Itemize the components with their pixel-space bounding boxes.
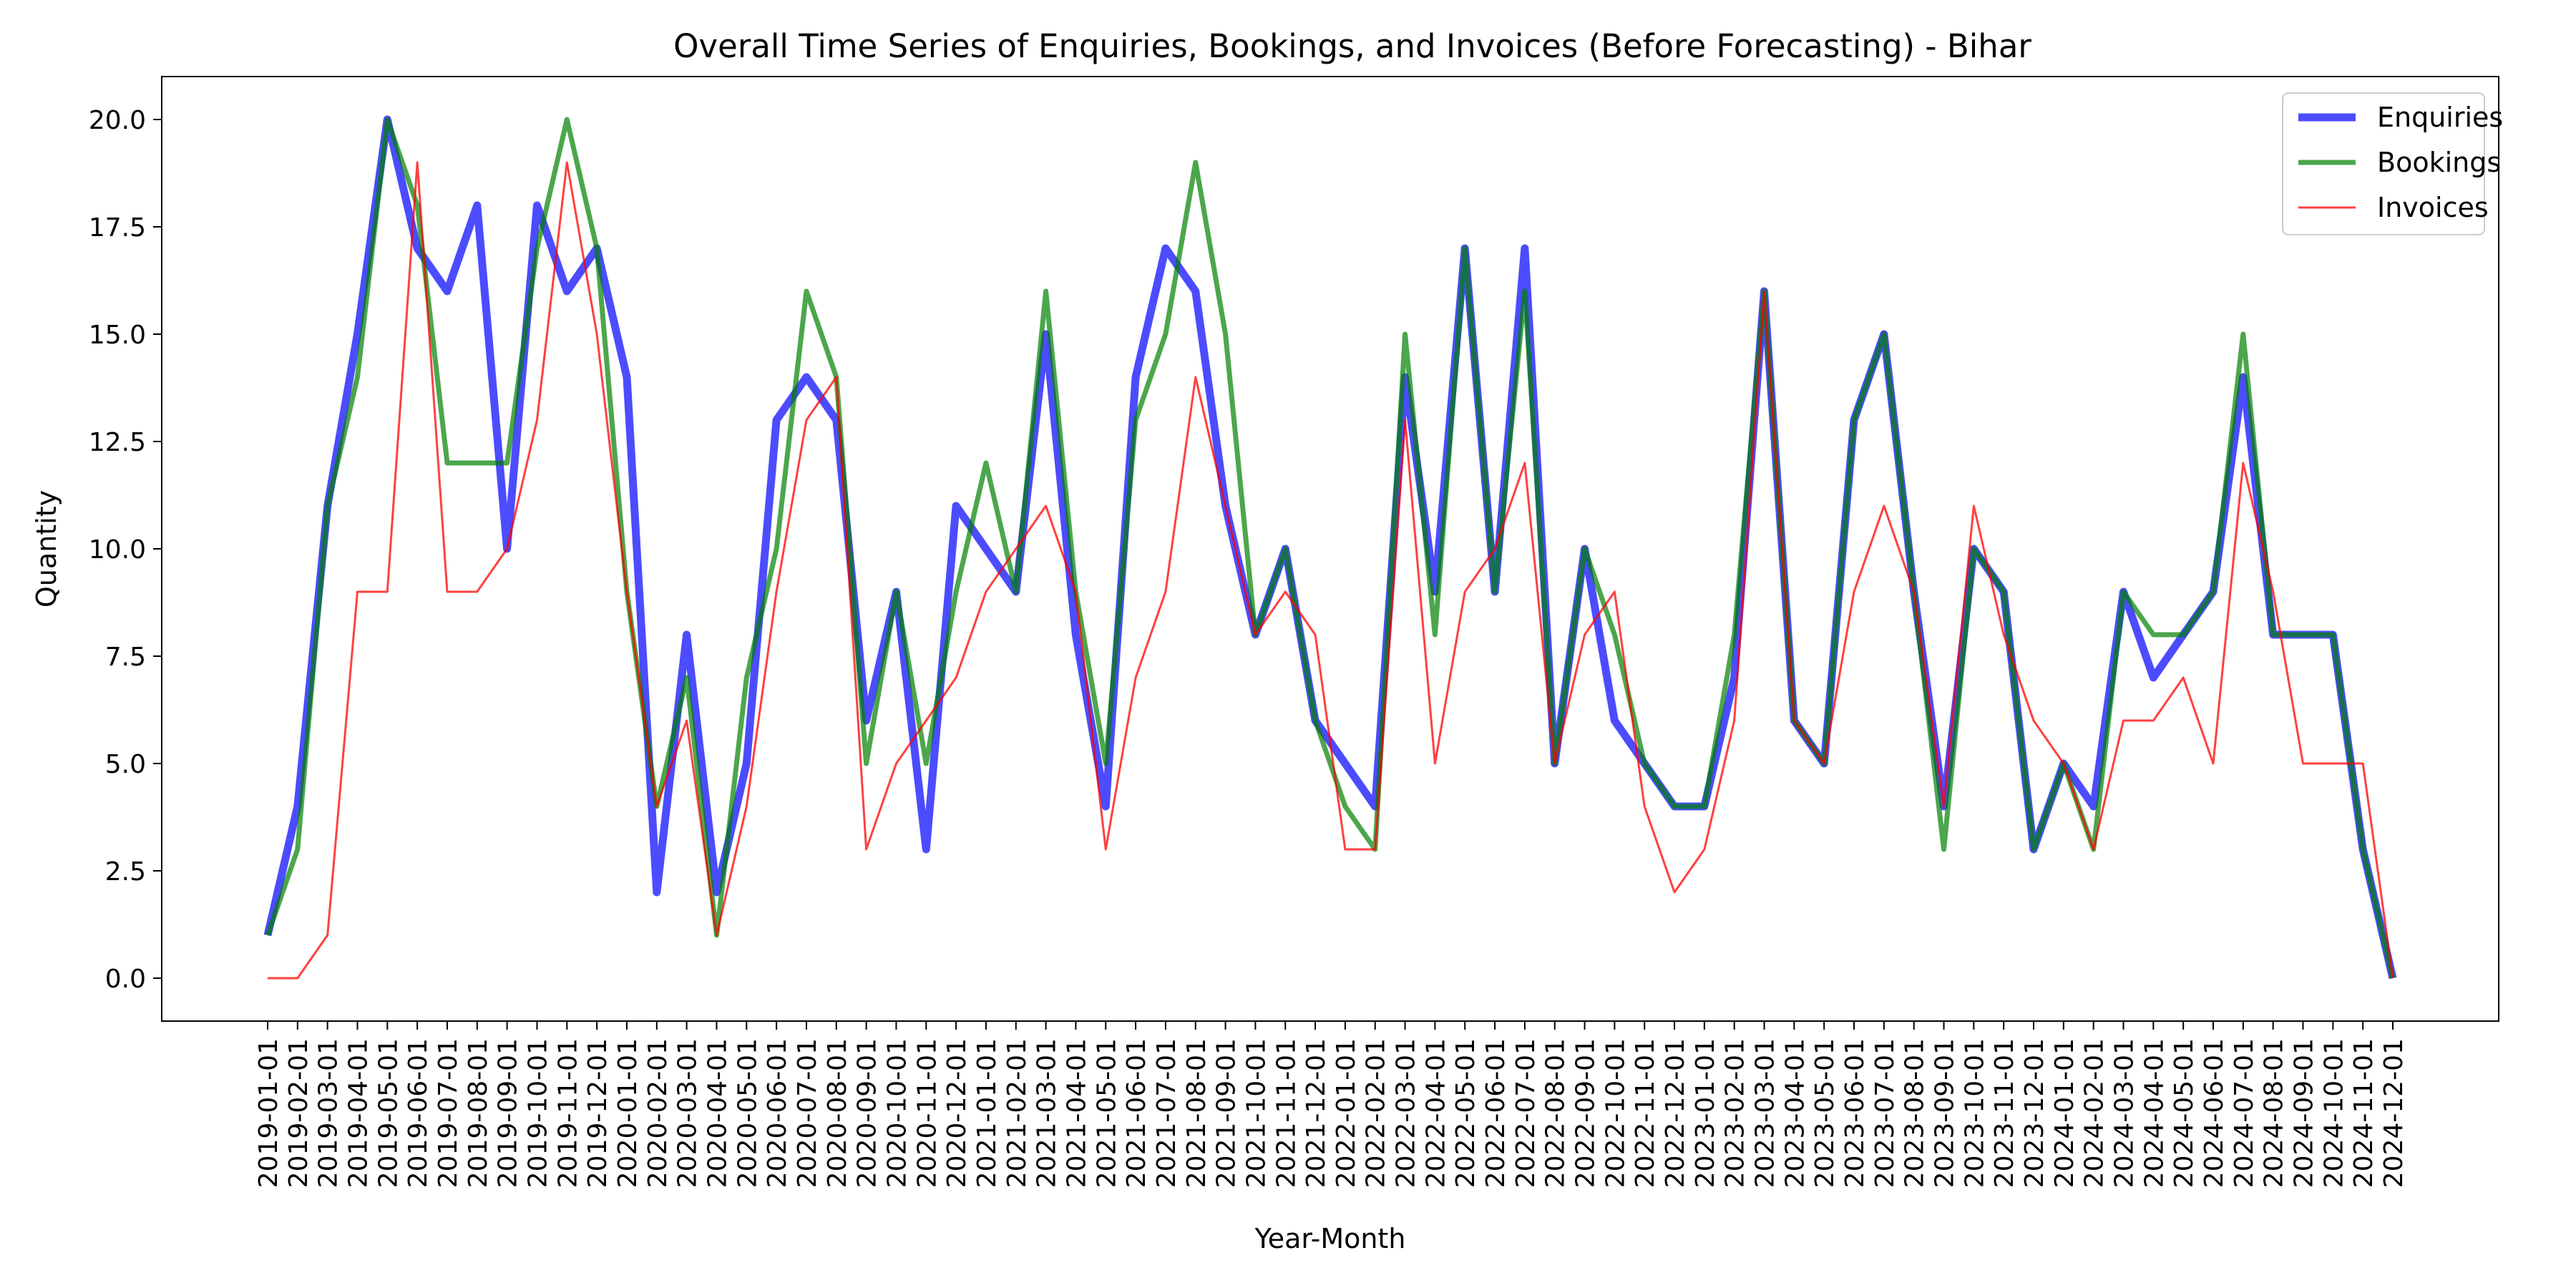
x-tick-label: 2022-12-01 [1661, 1038, 1690, 1188]
x-tick-label: 2021-10-01 [1241, 1038, 1271, 1188]
x-tick-label: 2019-01-01 [254, 1038, 283, 1188]
x-tick-label: 2024-07-01 [2230, 1038, 2259, 1188]
legend-label: Enquiries [2377, 102, 2503, 133]
x-tick-label: 2020-10-01 [882, 1038, 912, 1188]
x-tick-label: 2020-04-01 [703, 1038, 732, 1188]
x-tick-label: 2023-10-01 [1960, 1038, 1989, 1188]
x-tick-label: 2020-05-01 [733, 1038, 762, 1188]
x-tick-label: 2024-10-01 [2319, 1038, 2348, 1188]
y-tick-label: 20.0 [89, 106, 146, 135]
x-tick-label: 2020-07-01 [793, 1038, 822, 1188]
x-tick-label: 2021-01-01 [972, 1038, 1002, 1188]
x-tick-label: 2021-07-01 [1152, 1038, 1181, 1188]
x-tick-label: 2020-01-01 [613, 1038, 643, 1188]
y-tick-label: 15.0 [89, 321, 146, 350]
x-tick-label: 2019-03-01 [314, 1038, 343, 1188]
x-tick-label: 2020-12-01 [942, 1038, 972, 1188]
x-tick-label: 2020-09-01 [853, 1038, 882, 1188]
x-tick-label: 2023-11-01 [1990, 1038, 2019, 1188]
x-tick-label: 2020-06-01 [763, 1038, 792, 1188]
x-tick-label: 2021-06-01 [1122, 1038, 1151, 1188]
y-tick-label: 5.0 [105, 750, 146, 779]
y-axis-label: Quantity [31, 490, 62, 608]
x-tick-label: 2021-05-01 [1092, 1038, 1121, 1188]
x-tick-label: 2019-12-01 [583, 1038, 613, 1188]
series-layer [263, 115, 2397, 980]
x-tick-label: 2021-09-01 [1212, 1038, 1241, 1188]
x-tick-label: 2021-04-01 [1062, 1038, 1091, 1188]
x-tick-label: 2023-04-01 [1780, 1038, 1810, 1188]
x-tick-label: 2022-02-01 [1362, 1038, 1391, 1188]
x-tick-label: 2021-11-01 [1272, 1038, 1301, 1188]
legend-label: Bookings [2377, 147, 2501, 178]
x-tick-label: 2019-06-01 [404, 1038, 433, 1188]
y-tick-label: 0.0 [105, 965, 146, 994]
x-tick-label: 2024-01-01 [2050, 1038, 2079, 1188]
series-line-bookings [265, 117, 2396, 979]
x-tick-label: 2022-10-01 [1601, 1038, 1630, 1188]
x-tick-label: 2022-06-01 [1481, 1038, 1511, 1188]
x-tick-label: 2024-05-01 [2170, 1038, 2199, 1188]
x-tick-label: 2024-02-01 [2080, 1038, 2109, 1188]
x-tick-label: 2021-02-01 [1002, 1038, 1032, 1188]
y-axis: 0.0 2.5 5.0 7.5 10.0 12.5 15.0 17.5 20.0 [89, 106, 162, 994]
x-tick-label: 2022-07-01 [1511, 1038, 1541, 1188]
x-tick-label: 2022-08-01 [1541, 1038, 1571, 1188]
x-tick-label: 2023-01-01 [1691, 1038, 1720, 1188]
x-tick-label: 2023-05-01 [1810, 1038, 1840, 1188]
x-tick-label: 2023-12-01 [2020, 1038, 2049, 1188]
x-tick-label: 2023-03-01 [1751, 1038, 1780, 1188]
x-tick-label: 2022-04-01 [1421, 1038, 1450, 1188]
x-tick-label: 2020-11-01 [912, 1038, 942, 1188]
x-tick-label: 2024-09-01 [2290, 1038, 2319, 1188]
x-tick-label: 2023-07-01 [1870, 1038, 1900, 1188]
x-tick-label: 2019-02-01 [284, 1038, 313, 1188]
series-line-invoices [268, 161, 2394, 980]
x-tick-label: 2024-04-01 [2140, 1038, 2169, 1188]
x-tick-label: 2019-11-01 [553, 1038, 582, 1188]
x-tick-label: 2019-07-01 [434, 1038, 463, 1188]
x-tick-label: 2019-05-01 [374, 1038, 403, 1188]
x-tick-label: 2021-08-01 [1182, 1038, 1211, 1188]
y-tick-label: 7.5 [105, 643, 146, 672]
y-tick-label: 17.5 [89, 213, 146, 243]
x-tick-label: 2023-08-01 [1901, 1038, 1930, 1188]
x-tick-label: 2024-08-01 [2260, 1038, 2289, 1188]
x-tick-label: 2021-03-01 [1033, 1038, 1062, 1188]
x-tick-label: 2022-03-01 [1392, 1038, 1421, 1188]
x-tick-label: 2019-08-01 [464, 1038, 493, 1188]
x-tick-label: 2024-06-01 [2200, 1038, 2229, 1188]
x-tick-label: 2020-02-01 [643, 1038, 673, 1188]
x-tick-label: 2024-03-01 [2110, 1038, 2140, 1188]
y-tick-label: 2.5 [105, 857, 146, 887]
x-axis-label: Year-Month [1254, 1223, 1406, 1254]
x-tick-label: 2024-11-01 [2349, 1038, 2379, 1188]
x-tick-label: 2022-01-01 [1332, 1038, 1361, 1188]
legend-label: Invoices [2377, 192, 2489, 223]
x-tick-label: 2023-02-01 [1721, 1038, 1750, 1188]
x-tick-label: 2022-09-01 [1571, 1038, 1601, 1188]
x-tick-label: 2020-08-01 [823, 1038, 852, 1188]
y-tick-label: 12.5 [89, 428, 146, 457]
x-tick-label: 2023-09-01 [1931, 1038, 1960, 1188]
x-tick-label: 2022-05-01 [1451, 1038, 1480, 1188]
x-tick-label: 2019-10-01 [523, 1038, 552, 1188]
legend: Enquiries Bookings Invoices [2282, 92, 2503, 235]
legend-box [2282, 92, 2485, 235]
x-axis: 2019-01-01 2019-02-01 2019-03-01 2019-04-01… [254, 1021, 2409, 1188]
chart-title: Overall Time Series of Enquiries, Bookin… [673, 27, 2031, 65]
x-tick-label: 2024-12-01 [2379, 1038, 2409, 1188]
x-tick-label: 2023-06-01 [1840, 1038, 1870, 1188]
x-tick-label: 2020-03-01 [673, 1038, 703, 1188]
x-tick-label: 2021-12-01 [1302, 1038, 1331, 1188]
y-tick-label: 10.0 [89, 535, 146, 565]
x-tick-label: 2022-11-01 [1631, 1038, 1660, 1188]
x-tick-label: 2019-04-01 [343, 1038, 373, 1188]
x-tick-label: 2019-09-01 [494, 1038, 523, 1188]
